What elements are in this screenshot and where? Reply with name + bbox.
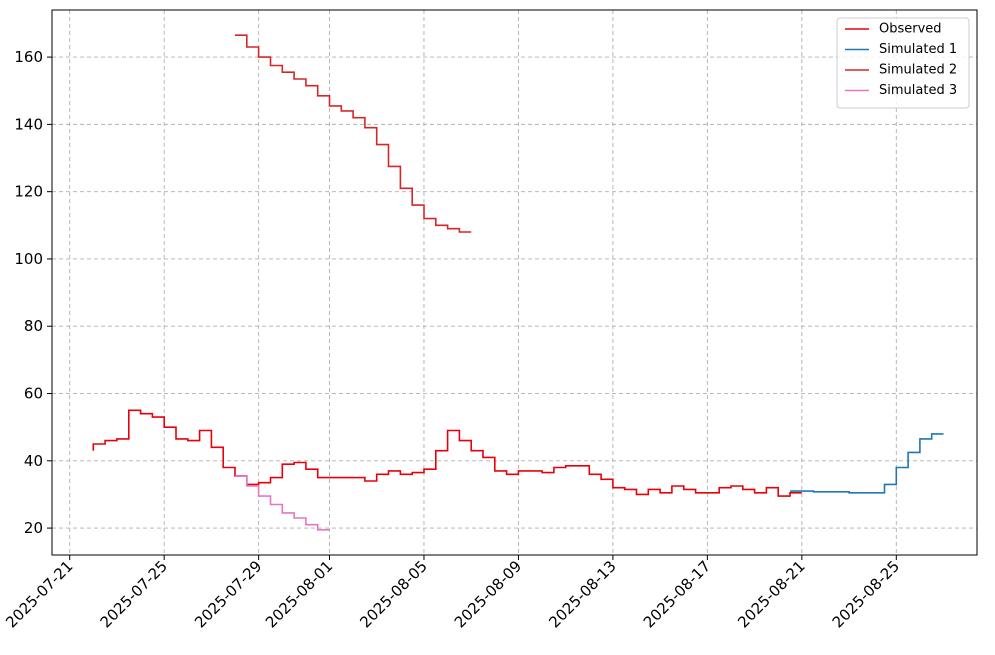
legend-label: Simulated 1	[879, 42, 957, 57]
x-tick-label: 2025-07-21	[2, 557, 76, 631]
x-tick-label: 2025-08-21	[734, 557, 808, 631]
step-line	[92, 409, 802, 497]
y-tick-label: 100	[14, 250, 43, 268]
y-tick-label: 80	[24, 317, 43, 335]
x-tick-label: 2025-08-13	[545, 557, 619, 631]
legend-label: Simulated 2	[879, 63, 957, 78]
legend-label: Simulated 3	[879, 83, 957, 98]
plot-frame	[51, 9, 978, 556]
step-line	[235, 475, 330, 531]
x-tick-label: 2025-08-09	[451, 557, 525, 631]
x-tick-label: 2025-08-25	[829, 557, 903, 631]
y-tick-label: 40	[24, 452, 43, 470]
step-line	[235, 34, 472, 233]
legend-frame	[836, 17, 970, 109]
x-tick-label: 2025-07-25	[97, 557, 171, 631]
y-tick-label: 160	[14, 48, 43, 66]
step-line	[790, 433, 944, 494]
legend: Observed Simulated 1 Simulated 2 Simulated …	[836, 17, 970, 109]
legend-label: Observed	[879, 22, 942, 37]
x-tick-label: 2025-08-05	[356, 557, 430, 631]
x-tick-label: 2025-08-17	[640, 557, 714, 631]
x-tick-label: 2025-08-01	[262, 557, 336, 631]
y-tick-label: 140	[14, 115, 43, 133]
x-tick-label: 2025-07-29	[191, 557, 265, 631]
y-tick-label: 20	[24, 519, 43, 537]
y-tick-label: 120	[14, 183, 43, 201]
y-tick-label: 60	[24, 385, 43, 403]
